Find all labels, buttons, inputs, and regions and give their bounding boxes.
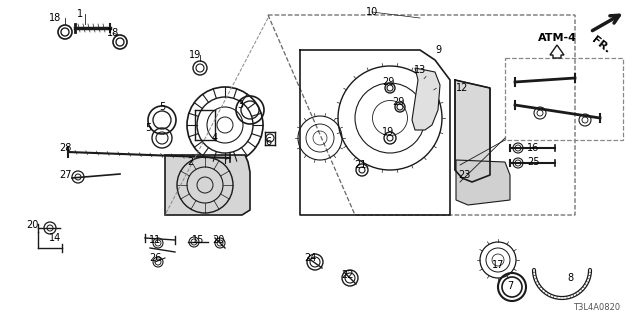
Text: 5: 5 [159,102,165,112]
Polygon shape [550,45,564,58]
Text: 10: 10 [366,7,378,17]
Text: 5: 5 [145,123,151,133]
Text: 20: 20 [212,235,224,245]
Text: 14: 14 [49,233,61,243]
Text: 28: 28 [59,143,71,153]
Text: 11: 11 [149,235,161,245]
Text: 29: 29 [392,97,404,107]
Text: 25: 25 [527,157,540,167]
Text: 9: 9 [435,45,441,55]
Polygon shape [412,68,440,130]
Text: 1: 1 [77,9,83,19]
Text: 8: 8 [567,273,573,283]
Text: 18: 18 [107,28,119,38]
Text: 22: 22 [342,270,355,280]
Text: 18: 18 [49,13,61,23]
Text: 17: 17 [492,260,504,270]
Text: 13: 13 [414,65,426,75]
Text: 16: 16 [527,143,539,153]
Polygon shape [165,155,250,215]
Text: 19: 19 [189,50,201,60]
Text: FR.: FR. [590,35,612,55]
Polygon shape [456,160,510,205]
Text: 24: 24 [304,253,316,263]
Text: ATM-4: ATM-4 [538,33,577,43]
Text: T3L4A0820: T3L4A0820 [573,303,620,312]
Text: 2: 2 [187,157,193,167]
Text: 15: 15 [192,235,204,245]
Bar [505,58,623,140]
Text: 27: 27 [59,170,71,180]
Polygon shape [455,80,490,182]
Text: 3: 3 [237,100,243,110]
Text: 7: 7 [507,281,513,291]
Text: 19: 19 [382,127,394,137]
Text: 6: 6 [265,137,271,147]
Text: 21: 21 [354,160,366,170]
Text: 23: 23 [458,170,470,180]
Text: 26: 26 [149,253,161,263]
Text: 4: 4 [212,133,218,143]
Text: 29: 29 [382,77,394,87]
Text: 20: 20 [26,220,38,230]
Text: 12: 12 [456,83,468,93]
